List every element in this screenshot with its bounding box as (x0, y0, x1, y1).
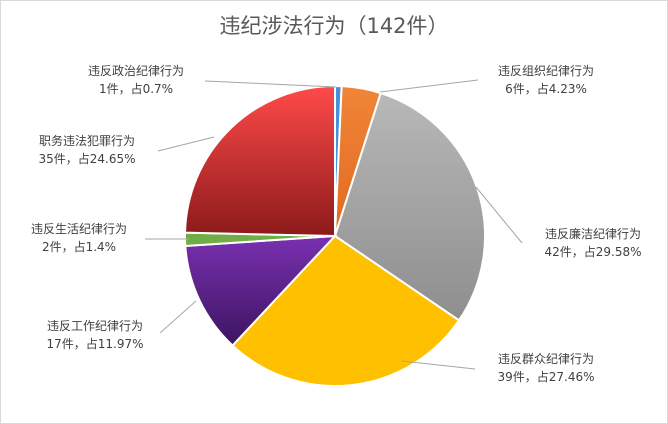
pie-slice-5 (184, 234, 338, 347)
slice-label-name: 违反工作纪律行为 (47, 319, 143, 333)
slice-label-count: 6件，占4.23% (505, 81, 587, 96)
leader-line-1 (204, 80, 337, 88)
slice-label-count: 17件，占11.97% (46, 336, 143, 351)
slice-label-name: 违反政治纪律行为 (88, 64, 184, 78)
leader-line-4 (401, 360, 476, 370)
pie-slice-4 (231, 234, 461, 387)
slice-label-count: 1件，占0.7% (99, 81, 173, 96)
slice-label-count: 42件，占29.58% (544, 244, 641, 259)
leader-line-5 (159, 300, 197, 334)
slice-label-name: 职务违法犯罪行为 (39, 133, 135, 148)
slice-label-count: 39件，占27.46% (497, 369, 594, 384)
slice-label-name: 违反组织纪律行为 (498, 64, 594, 78)
leader-line-2 (379, 79, 479, 93)
slice-label-count: 35件，占24.65% (38, 151, 135, 166)
slice-label-name: 违反廉洁纪律行为 (545, 226, 641, 241)
slice-label-count: 2件，占1.4% (42, 239, 116, 254)
leader-line-7 (157, 136, 215, 152)
pie-slice-3 (333, 91, 486, 322)
pie-slice-7 (184, 84, 336, 238)
leader-line-3 (475, 186, 523, 244)
slice-label-name: 违反群众纪律行为 (498, 352, 594, 366)
chart-title: 违纪涉法行为（142件） (219, 14, 449, 38)
slice-label-name: 违反生活纪律行为 (31, 222, 127, 236)
